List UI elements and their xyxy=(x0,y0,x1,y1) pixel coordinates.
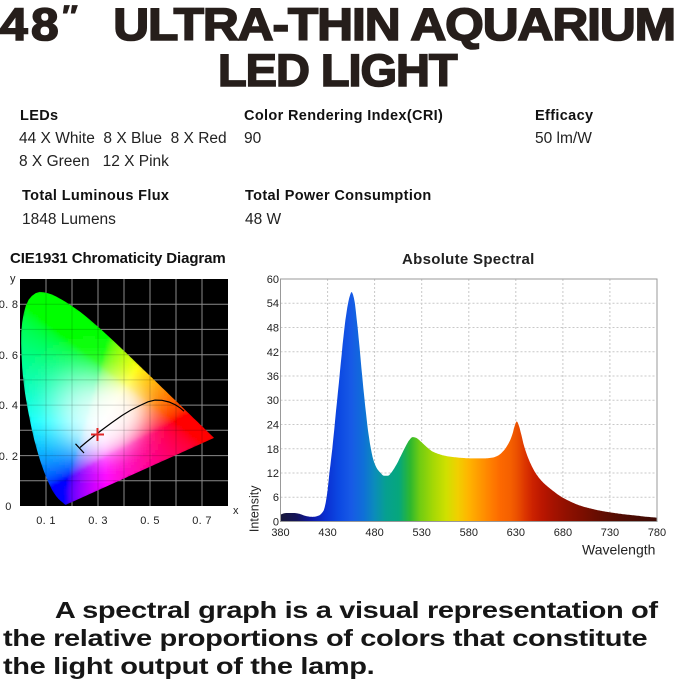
svg-text:48: 48 xyxy=(267,323,279,335)
svg-text:780: 780 xyxy=(648,527,666,539)
svg-text:730: 730 xyxy=(601,527,619,539)
svg-text:0. 2: 0. 2 xyxy=(0,451,18,463)
svg-text:430: 430 xyxy=(318,527,336,539)
svg-text:530: 530 xyxy=(413,527,431,539)
svg-text:18: 18 xyxy=(267,444,279,456)
svg-text:0. 7: 0. 7 xyxy=(192,515,212,527)
svg-text:680: 680 xyxy=(554,527,572,539)
svg-text:30: 30 xyxy=(267,395,279,407)
svg-text:24: 24 xyxy=(267,420,279,432)
svg-text:0. 6: 0. 6 xyxy=(0,350,18,362)
svg-text:380: 380 xyxy=(271,527,289,539)
svg-text:0. 3: 0. 3 xyxy=(88,515,108,527)
svg-text:54: 54 xyxy=(267,298,279,310)
svg-text:y: y xyxy=(10,273,16,285)
svg-text:0. 1: 0. 1 xyxy=(36,515,56,527)
svg-text:630: 630 xyxy=(507,527,525,539)
svg-text:0. 4: 0. 4 xyxy=(0,400,18,412)
svg-text:60: 60 xyxy=(267,274,279,286)
svg-text:0: 0 xyxy=(273,517,279,529)
svg-text:42: 42 xyxy=(267,347,279,359)
svg-text:36: 36 xyxy=(267,371,279,383)
svg-text:480: 480 xyxy=(365,527,383,539)
svg-text:0. 5: 0. 5 xyxy=(140,515,160,527)
svg-text:0: 0 xyxy=(5,501,11,513)
svg-text:6: 6 xyxy=(273,492,279,504)
svg-text:Wavelength: Wavelength xyxy=(582,542,655,558)
svg-text:580: 580 xyxy=(460,527,478,539)
svg-text:12: 12 xyxy=(267,468,279,480)
svg-text:0. 8: 0. 8 xyxy=(0,299,18,311)
svg-text:x: x xyxy=(233,505,239,517)
svg-text:Intensity: Intensity xyxy=(248,485,262,532)
